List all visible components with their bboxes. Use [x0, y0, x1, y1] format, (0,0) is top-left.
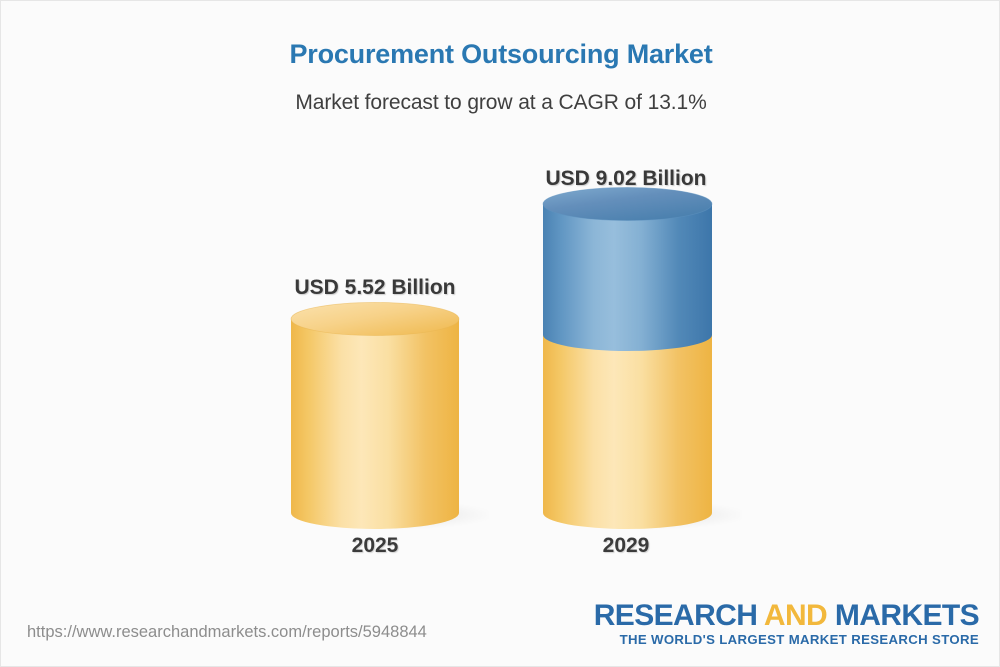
- brand-word-markets: MARKETS: [834, 599, 980, 632]
- plot-area: USD 5.52 Billion USD 9.02 Billion 2025 2…: [1, 1, 999, 601]
- bar-top-rim-2025: [290, 302, 460, 336]
- bar-cylinder-2029: [542, 187, 742, 530]
- brand-word-and: AND: [763, 599, 835, 632]
- bar-segment-growth-2029: [543, 204, 712, 351]
- category-label-2025: 2025: [351, 534, 399, 557]
- value-label-2025: USD 5.52 Billion: [294, 276, 456, 299]
- value-label-2029: USD 9.02 Billion: [545, 167, 707, 190]
- bar-top-ellipse-2029: [543, 187, 712, 221]
- bar-body-2025: [291, 319, 459, 529]
- chart-subtitle: Market forecast to grow at a CAGR of 13.…: [295, 91, 707, 114]
- brand-wordmark: RESEARCH AND MARKETS: [593, 599, 980, 632]
- page-title: Procurement Outsourcing Market: [289, 39, 713, 69]
- bar-top-ellipse-2025: [291, 302, 459, 336]
- brand-word-research: RESEARCH: [593, 599, 764, 632]
- source-url[interactable]: https://www.researchandmarkets.com/repor…: [27, 623, 427, 641]
- brand-logo[interactable]: RESEARCH AND MARKETS THE WORLD'S LARGEST…: [593, 599, 980, 647]
- bar-cylinder-2025: [290, 302, 489, 530]
- bar-top-rim-2029: [542, 187, 713, 221]
- bar-segment-base-2029: [543, 335, 712, 529]
- brand-tagline: THE WORLD'S LARGEST MARKET RESEARCH STOR…: [619, 631, 979, 647]
- category-label-2029: 2029: [602, 534, 650, 557]
